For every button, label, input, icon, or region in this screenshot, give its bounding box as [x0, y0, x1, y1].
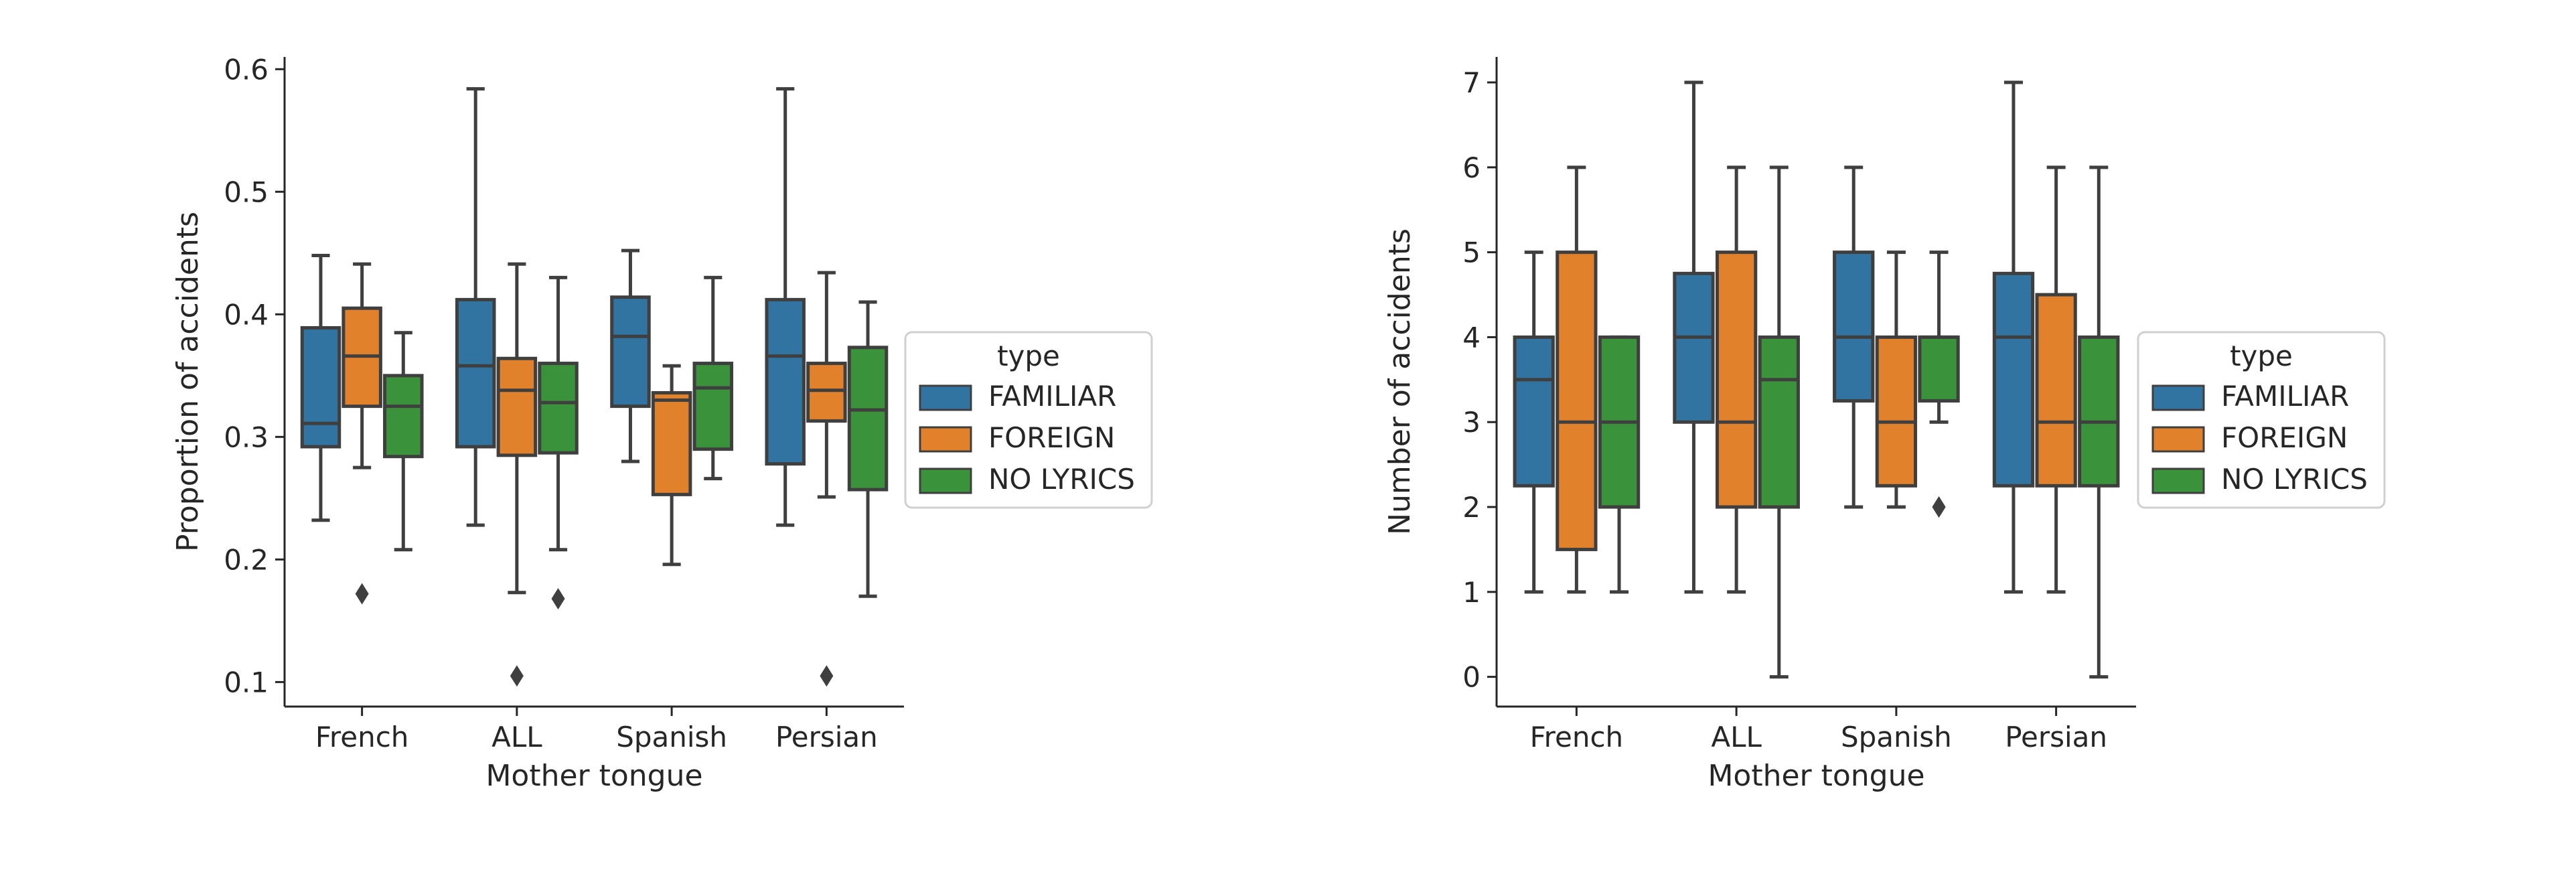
cd0-xtick-label-persian: Persian — [775, 721, 878, 753]
cd0-no-lyrics-all-flier-0 — [551, 587, 565, 609]
cd0-foreign-all-box — [496, 356, 538, 457]
cd0-x-axis-label: Mother tongue — [485, 759, 702, 793]
left-boxplot-panel: 0.1 0.2 0.3 0.4 0.5 0.6 French ALL Spanish Persia… — [171, 53, 1153, 793]
cd1-no-lyrics-all-box — [1758, 335, 1800, 509]
cd1-ytick-label-3: 3 — [1462, 406, 1481, 439]
cd0-xtick-label-french: French — [315, 721, 409, 753]
cd1-xtick-label-spanish: Spanish — [1841, 721, 1952, 753]
cd1-ytick-label-6: 6 — [1462, 151, 1481, 184]
cd0-ytick-label-3: 0.4 — [224, 298, 269, 331]
cd1-ytick-label-1: 1 — [1462, 576, 1481, 609]
cd1-ytick-label-0: 0 — [1462, 661, 1481, 694]
cd1-x-axis-label: Mother tongue — [1708, 759, 1924, 793]
cd1-ytick-label-4: 4 — [1462, 321, 1481, 354]
cd1-familiar-all-box — [1673, 271, 1715, 424]
cd1-no-lyrics-spanish-box — [1918, 335, 1960, 403]
cd0-legend-swatch-0 — [919, 384, 972, 411]
cd0-legend: type FAMILIAR FOREIGN NO LYRICS — [904, 331, 1153, 509]
cd0-no-lyrics-persian-box — [847, 346, 889, 492]
cd0-no-lyrics-spanish-box — [692, 362, 734, 451]
cd1-foreign-all-box — [1715, 250, 1758, 509]
cd0-foreign-french-flier-0 — [355, 583, 369, 605]
right-boxplot-panel: 0 1 2 3 4 5 6 7 French ALL Spanish Persian Mother to… — [1383, 57, 2386, 793]
cd1-y-axis-label: Number of accidents — [1383, 228, 1417, 535]
cd0-legend-swatch-2 — [919, 467, 972, 494]
cd0-familiar-all-box — [455, 297, 496, 449]
cd0-legend-label-2: NO LYRICS — [988, 463, 1135, 496]
cd1-familiar-persian-box — [1992, 271, 2035, 488]
cd1-legend-label-2: NO LYRICS — [2221, 463, 2368, 496]
cd0-ytick-label-5: 0.6 — [224, 53, 269, 86]
cd1-legend-swatch-1 — [2151, 426, 2205, 453]
cd0-xtick-label-all: ALL — [491, 721, 542, 753]
cd0-foreign-persian-flier-0 — [820, 665, 834, 687]
cd0-familiar-spanish-box — [610, 295, 651, 409]
cd0-legend-title: type — [997, 340, 1060, 372]
cd1-legend-title: type — [2230, 340, 2293, 372]
cd1-no-lyrics-persian-box — [2078, 335, 2120, 488]
cd1-foreign-persian-box — [2035, 293, 2077, 488]
cd0-no-lyrics-all-box — [538, 362, 579, 455]
cd1-legend-label-1: FOREIGN — [2221, 421, 2348, 454]
cd1-ytick-label-2: 2 — [1462, 491, 1481, 524]
cd0-foreign-persian-box — [806, 362, 847, 423]
cd0-legend-frame — [904, 331, 1153, 509]
cd1-legend-swatch-0 — [2151, 384, 2205, 411]
cd1-ytick-label-5: 5 — [1462, 236, 1481, 269]
cd0-familiar-french-box — [300, 325, 342, 449]
cd0-foreign-spanish-box — [651, 390, 692, 496]
cd1-xtick-label-all: ALL — [1711, 721, 1762, 753]
cd0-legend-label-0: FAMILIAR — [988, 380, 1116, 413]
cd0-legend-swatch-1 — [919, 426, 972, 453]
cd0-ytick-label-1: 0.2 — [224, 543, 269, 576]
cd0-legend-label-1: FOREIGN — [988, 421, 1115, 454]
cd1-no-lyrics-spanish-flier-1 — [1932, 496, 1946, 518]
cd1-legend: type FAMILIAR FOREIGN NO LYRICS — [2137, 331, 2386, 509]
cd0-y-axis-label: Proportion of accidents — [171, 212, 205, 552]
cd0-no-lyrics-french-box — [383, 374, 424, 459]
cd1-ytick-label-7: 7 — [1462, 66, 1481, 99]
cd1-familiar-french-box — [1513, 335, 1555, 488]
cd0-ytick-label-2: 0.3 — [224, 421, 269, 453]
cd1-foreign-spanish-box — [1875, 335, 1918, 488]
cd1-familiar-spanish-box — [1833, 250, 1875, 403]
cd0-ytick-label-4: 0.5 — [224, 175, 269, 208]
cd0-xtick-label-spanish: Spanish — [616, 721, 727, 753]
cd0-ytick-label-0: 0.1 — [224, 666, 269, 699]
cd1-foreign-french-box — [1556, 250, 1598, 551]
cd1-legend-swatch-2 — [2151, 467, 2205, 494]
cd0-familiar-persian-box — [765, 297, 806, 466]
cd1-legend-label-0: FAMILIAR — [2221, 380, 2349, 413]
cd1-legend-frame — [2137, 331, 2386, 509]
cd1-xtick-label-french: French — [1530, 721, 1624, 753]
cd1-xtick-label-persian: Persian — [2005, 721, 2107, 753]
cd0-foreign-all-flier-0 — [510, 665, 524, 687]
